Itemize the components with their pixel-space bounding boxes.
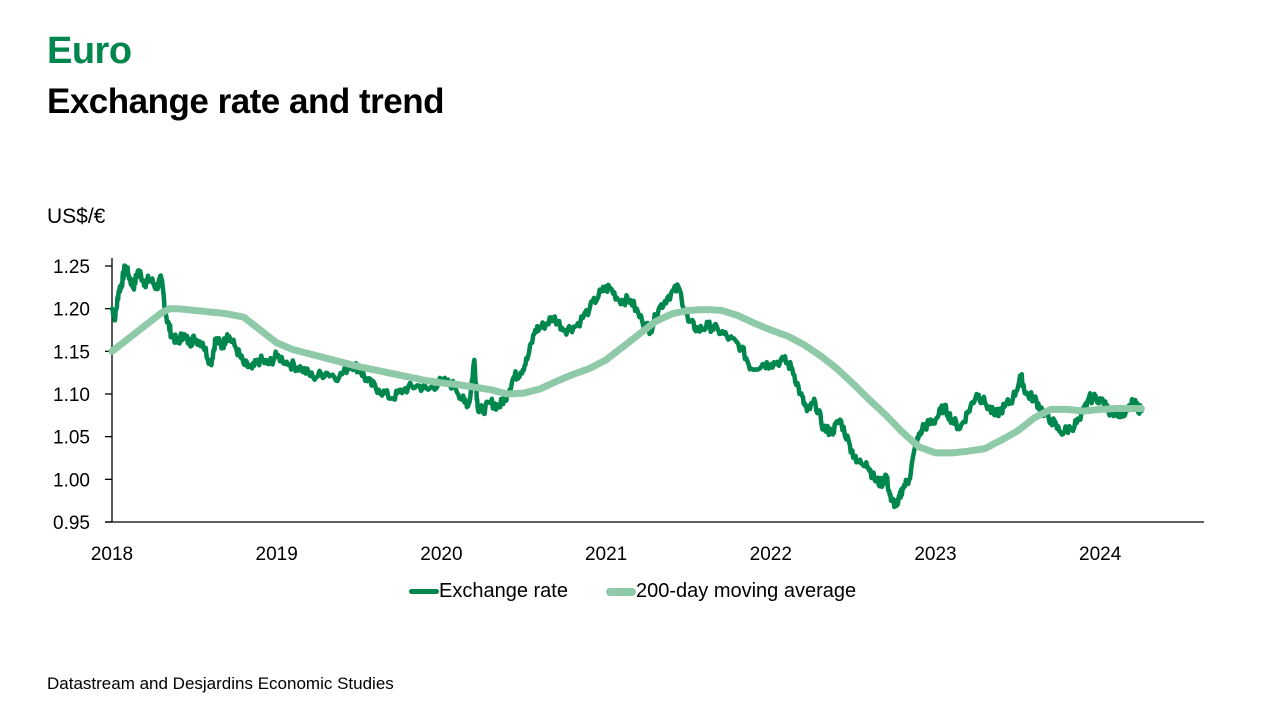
y-tick-label: 1.05 bbox=[53, 428, 90, 449]
legend-label-moving-average: 200-day moving average bbox=[636, 580, 857, 602]
series-layer bbox=[108, 263, 1145, 510]
x-tick-label: 2024 bbox=[1079, 544, 1122, 565]
y-tick-label: 1.10 bbox=[53, 385, 90, 406]
y-tick-label: 0.95 bbox=[53, 513, 90, 534]
y-tick-label: 1.25 bbox=[53, 257, 90, 278]
x-tick-label: 2022 bbox=[750, 544, 792, 565]
y-axis: 1.25 1.20 1.15 1.10 1.05 1.00 0.95 bbox=[53, 257, 113, 534]
legend-swatch-moving-average bbox=[606, 587, 636, 596]
x-tick-label: 2023 bbox=[914, 544, 956, 565]
source-note: Datastream and Desjardins Economic Studi… bbox=[47, 674, 394, 693]
x-tick-label: 2020 bbox=[420, 544, 462, 565]
x-tick-label: 2019 bbox=[256, 544, 298, 565]
legend-item-moving-average: 200-day moving average bbox=[606, 580, 856, 603]
legend: Exchange rate 200-day moving average bbox=[0, 580, 1280, 606]
x-axis: 2018 2019 2020 2021 2022 2023 2024 bbox=[91, 521, 1204, 565]
x-tick-label: 2018 bbox=[91, 544, 133, 565]
x-tick-label: 2021 bbox=[585, 544, 627, 565]
chart-title: Euro bbox=[47, 30, 132, 72]
legend-swatch-exchange-rate bbox=[409, 589, 439, 594]
legend-label-exchange-rate: Exchange rate bbox=[439, 580, 568, 602]
y-tick-label: 1.15 bbox=[53, 342, 90, 363]
series-line-moving-average bbox=[108, 305, 1145, 457]
series-line-exchange-rate bbox=[109, 263, 1144, 510]
chart-subtitle: Exchange rate and trend bbox=[47, 82, 444, 121]
legend-item-exchange-rate: Exchange rate bbox=[409, 580, 568, 603]
y-axis-label: US$/€ bbox=[47, 205, 106, 228]
y-tick-label: 1.00 bbox=[53, 470, 90, 491]
y-tick-label: 1.20 bbox=[53, 300, 90, 321]
